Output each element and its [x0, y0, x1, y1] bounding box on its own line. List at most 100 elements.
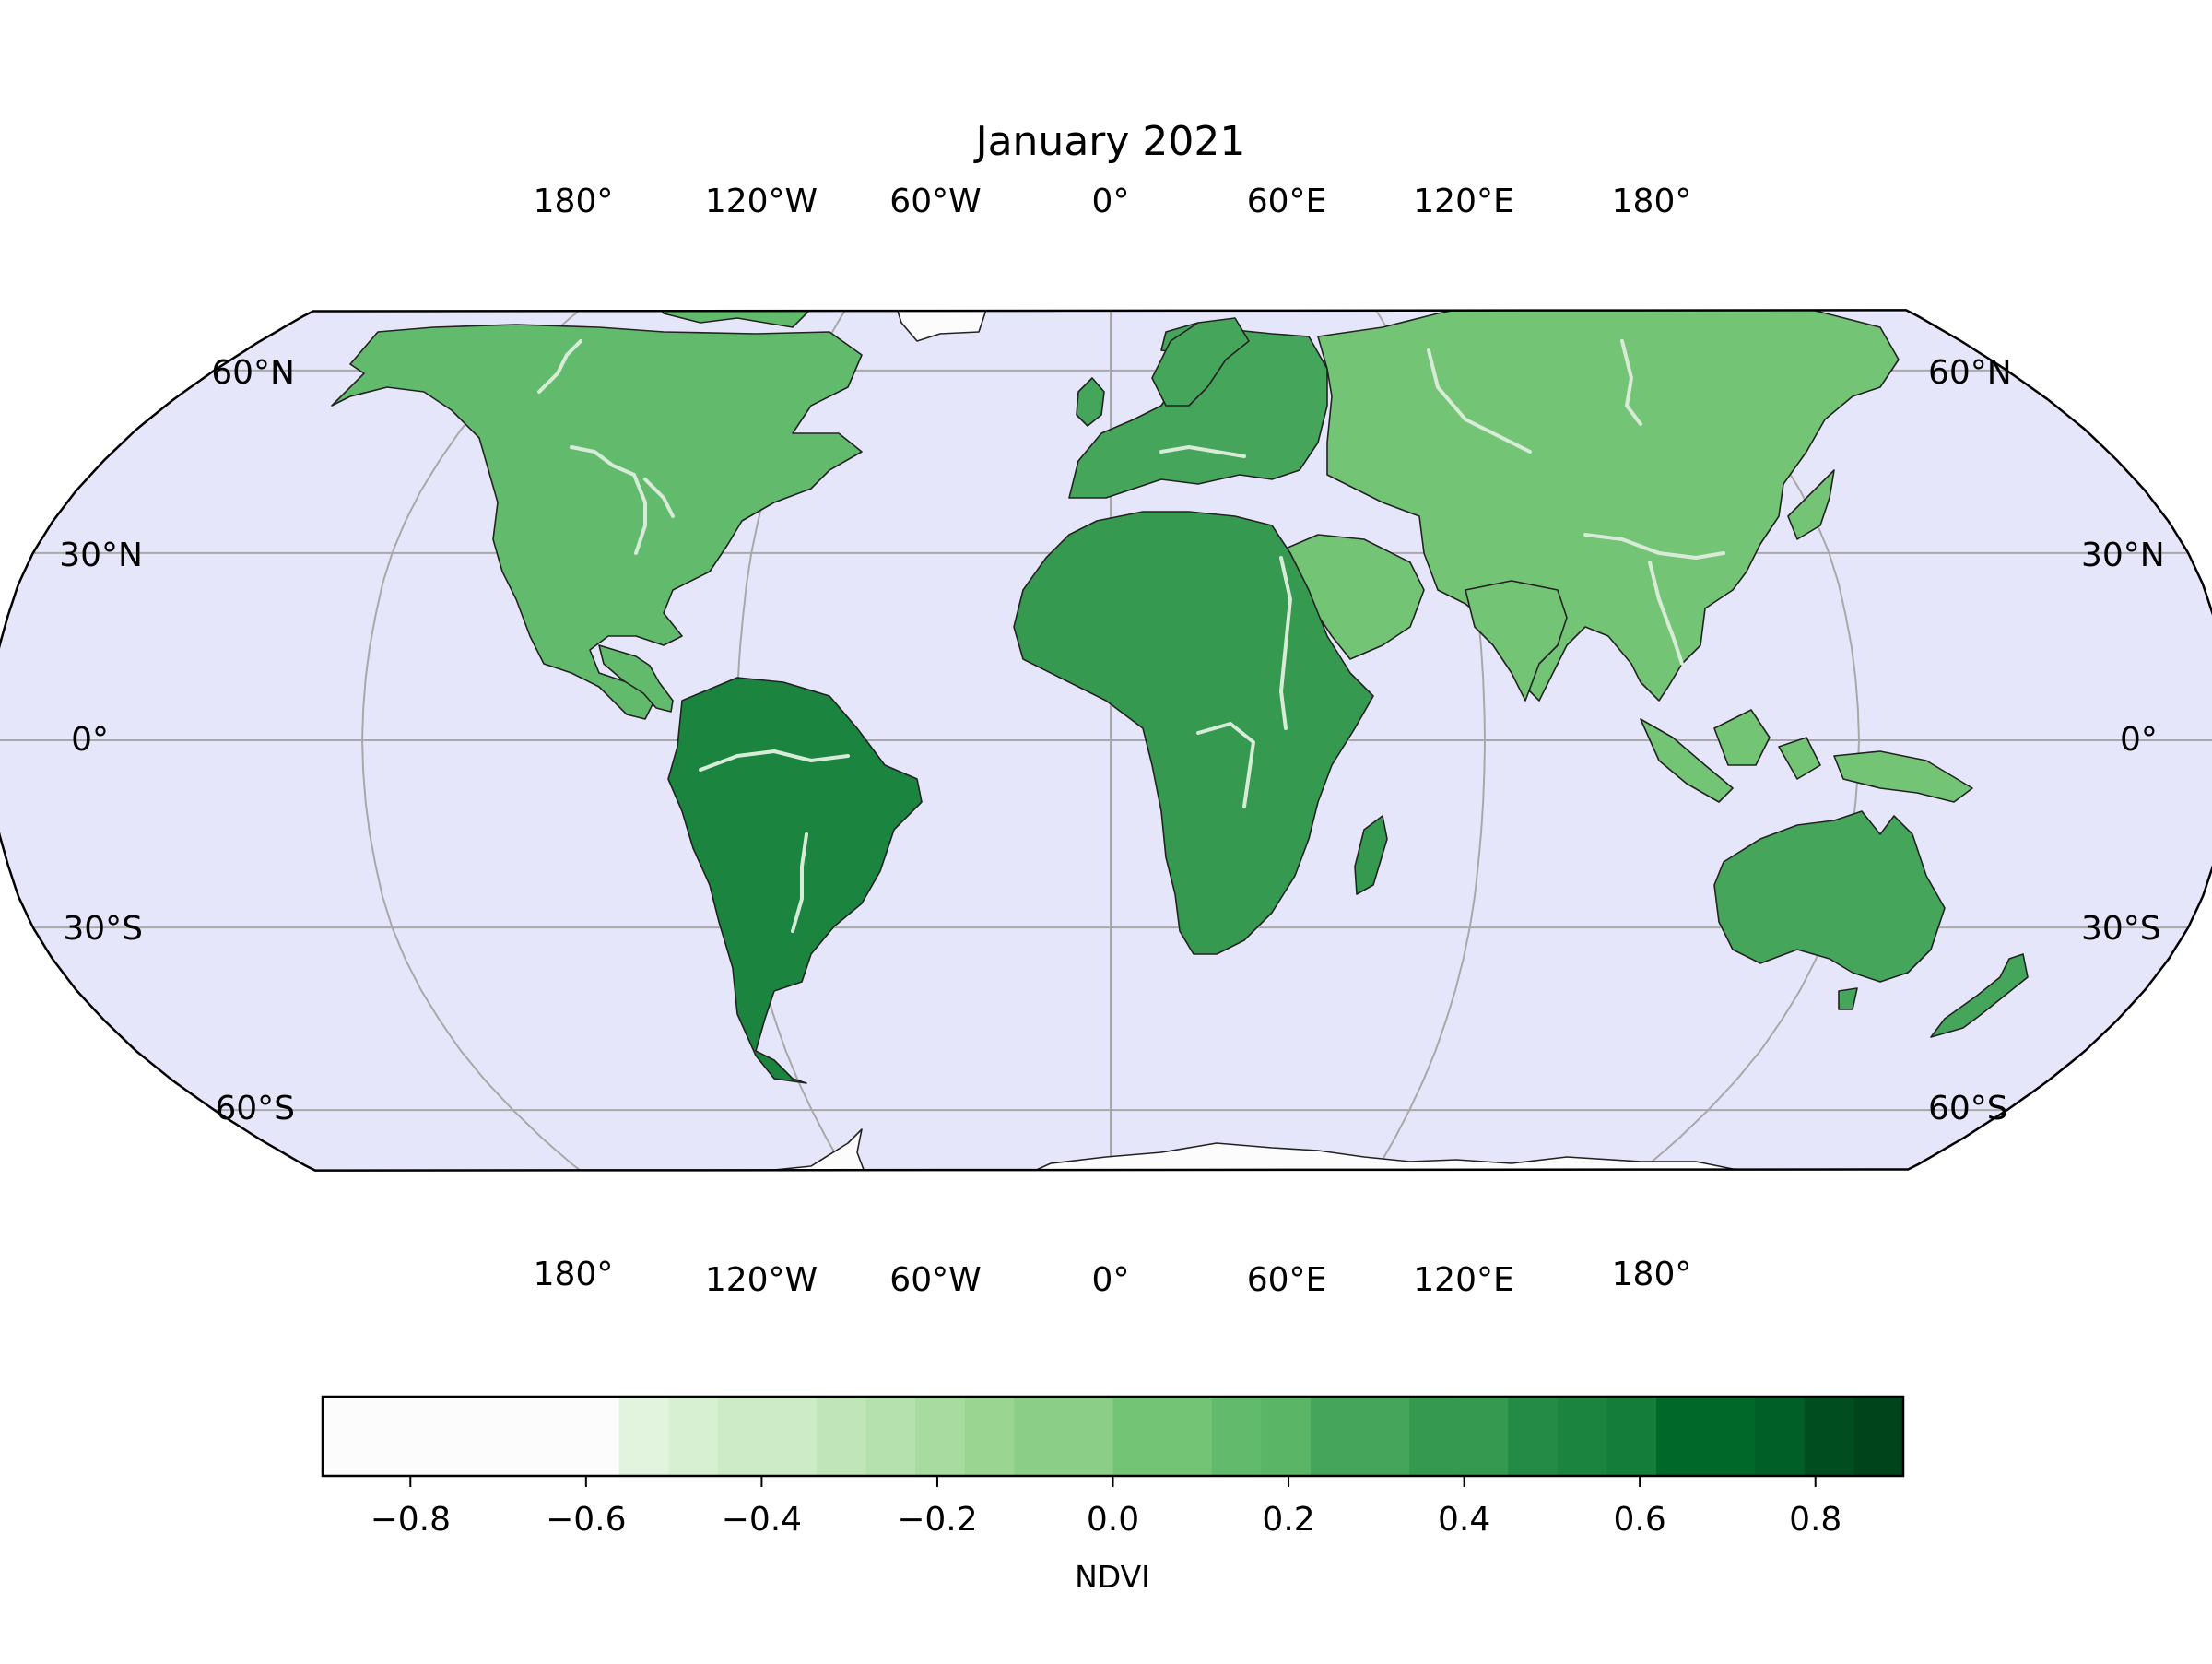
ob-river	[1427, 348, 1532, 454]
colorbar-bin	[1261, 1397, 1312, 1476]
colorbar: −0.8 −0.6 −0.4 −0.2 0.0 0.2 0.4 0.6 0.8 …	[321, 1395, 1905, 1595]
lon-label-bottom-0: 0°	[1092, 1261, 1130, 1299]
colorbar-bin	[470, 1397, 521, 1476]
colorbar-tick-label: 0.4	[1438, 1501, 1490, 1539]
rivers	[537, 339, 1725, 933]
colorbar-bin	[1606, 1397, 1657, 1476]
colorbar-bin	[1359, 1397, 1410, 1476]
yangtze-river	[1583, 533, 1725, 560]
new-zealand-landmass	[1930, 953, 2029, 1038]
lat-label-right-30s: 30°S	[2081, 910, 2161, 948]
colorbar-bin	[1557, 1397, 1608, 1476]
lat-label-right-0: 0°	[2120, 721, 2158, 759]
colorbar-bin	[1755, 1397, 1806, 1476]
colorbar-tick-label: −0.6	[546, 1501, 626, 1539]
mississippi-river	[570, 445, 647, 555]
map-outline	[0, 309, 2212, 1172]
arctic-islands	[644, 310, 877, 328]
colorbar-tick-label: −0.2	[897, 1501, 977, 1539]
lon-label-top-180e: 180°	[1612, 183, 1692, 220]
central-america-landmass	[598, 644, 674, 713]
colorbar-tick-label: −0.8	[371, 1501, 451, 1539]
mekong-river	[1648, 561, 1684, 666]
colorbar-bin	[421, 1397, 472, 1476]
lon-label-bottom-60e: 60°E	[1247, 1261, 1327, 1299]
tasmania-landmass	[1838, 987, 1858, 1010]
colorbar-bin	[964, 1397, 1015, 1476]
lon-label-bottom-120w: 120°W	[705, 1261, 818, 1299]
lat-label-left-30s: 30°S	[63, 910, 143, 948]
new-guinea-landmass	[1833, 750, 1973, 803]
colorbar-bin	[915, 1397, 966, 1476]
colorbar-bin	[1853, 1397, 1904, 1476]
colorbar-bin	[371, 1397, 422, 1476]
map-title: January 2021	[973, 118, 1246, 165]
colorbar-bin	[618, 1397, 669, 1476]
lon-label-top-180w: 180°	[534, 183, 614, 220]
colorbar-label: NDVI	[1075, 1559, 1150, 1595]
colorbar-bin	[1656, 1397, 1707, 1476]
colorbar-bin	[1508, 1397, 1559, 1476]
colorbar-gradient	[323, 1397, 1904, 1476]
danube-river	[1159, 445, 1246, 458]
right-latitude-labels: 60°N 30°N 0° 30°S 60°S	[1928, 354, 2165, 1127]
parana-river	[791, 832, 808, 933]
left-latitude-labels: 60°N 30°N 0° 30°S 60°S	[59, 354, 295, 1127]
colorbar-bin	[1705, 1397, 1756, 1476]
lon-label-top-60e: 60°E	[1247, 183, 1327, 220]
colorbar-bin	[668, 1397, 719, 1476]
india-landmass	[1465, 580, 1568, 702]
lat-label-left-30n: 30°N	[59, 537, 143, 574]
colorbar-tick-labels: −0.8 −0.6 −0.4 −0.2 0.0 0.2 0.4 0.6 0.8	[371, 1501, 1842, 1539]
australia-landmass	[1713, 810, 1946, 983]
top-longitude-labels: 180° 120°W 60°W 0° 60°E 120°E 180°	[534, 183, 1692, 220]
lon-label-top-120e: 120°E	[1413, 183, 1513, 220]
lat-label-left-0: 0°	[71, 721, 109, 759]
colorbar-tick-label: −0.4	[722, 1501, 802, 1539]
colorbar-bin	[1409, 1397, 1460, 1476]
lon-label-bottom-120e: 120°E	[1413, 1261, 1513, 1299]
asia-landmass	[1317, 310, 1900, 702]
lon-label-top-0: 0°	[1092, 183, 1130, 220]
nile-river	[1279, 556, 1292, 730]
colorbar-bin	[1310, 1397, 1361, 1476]
colorbar-ticks	[409, 1476, 1817, 1487]
africa-landmass	[1013, 511, 1374, 955]
lon-label-bottom-180w: 180°	[534, 1256, 614, 1293]
colorbar-tick-label: 0.6	[1614, 1501, 1666, 1539]
colorbar-bin	[865, 1397, 916, 1476]
colorbar-bin	[1112, 1397, 1163, 1476]
colorbar-bin	[1014, 1397, 1065, 1476]
north-america-landmass	[331, 324, 863, 720]
congo-river	[1196, 722, 1255, 808]
colorbar-bin	[569, 1397, 620, 1476]
colorbar-bin	[717, 1397, 768, 1476]
scandinavia-landmass	[1151, 317, 1250, 407]
lat-label-right-30n: 30°N	[2081, 537, 2165, 574]
colorbar-tick-label: 0.2	[1262, 1501, 1314, 1539]
colorbar-bin	[767, 1397, 818, 1476]
great-britain-landmass	[1076, 377, 1105, 427]
lon-label-top-120w: 120°W	[705, 183, 818, 220]
lon-label-bottom-60w: 60°W	[889, 1261, 981, 1299]
colorbar-bin	[1211, 1397, 1262, 1476]
bottom-longitude-labels: 180° 120°W 60°W 0° 60°E 120°E 180°	[534, 1256, 1692, 1299]
colorbar-bin	[1804, 1397, 1854, 1476]
mackenzie-river	[537, 339, 582, 394]
colorbar-bin	[816, 1397, 867, 1476]
madagascar-landmass	[1354, 815, 1388, 895]
colorbar-bin	[1162, 1397, 1213, 1476]
lon-label-bottom-180e: 180°	[1612, 1256, 1692, 1293]
yenisei-river	[1620, 339, 1642, 426]
colorbar-bin	[1458, 1397, 1509, 1476]
amazon-river	[699, 749, 850, 772]
colorbar-tick-label: 0.0	[1087, 1501, 1139, 1539]
lon-label-top-60w: 60°W	[889, 183, 981, 220]
colorbar-bin	[1063, 1397, 1114, 1476]
colorbar-bin	[520, 1397, 571, 1476]
japan-landmass	[1787, 469, 1835, 540]
lat-label-right-60s: 60°S	[1928, 1090, 2008, 1127]
lat-label-right-60n: 60°N	[1928, 354, 2012, 392]
